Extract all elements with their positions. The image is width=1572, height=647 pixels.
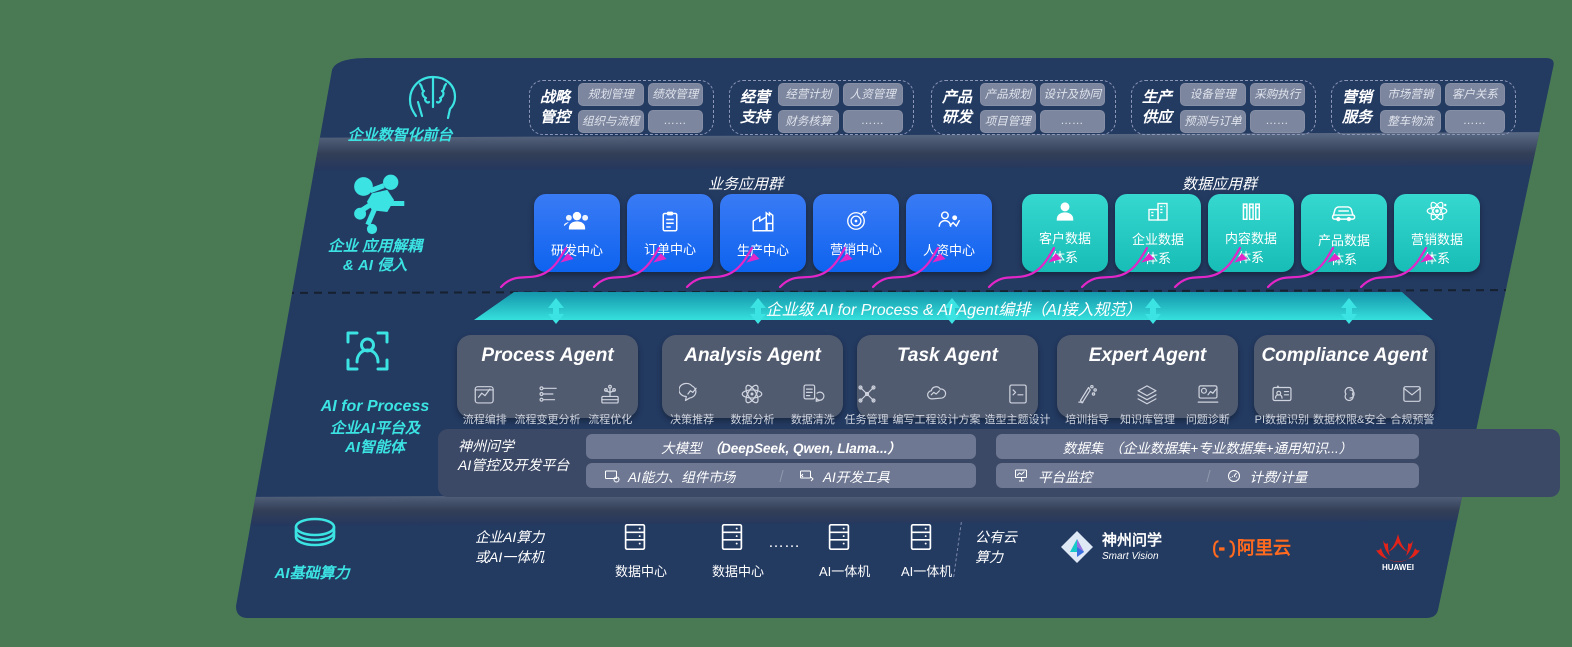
svg-text:HUAWEI: HUAWEI [1382, 563, 1414, 572]
